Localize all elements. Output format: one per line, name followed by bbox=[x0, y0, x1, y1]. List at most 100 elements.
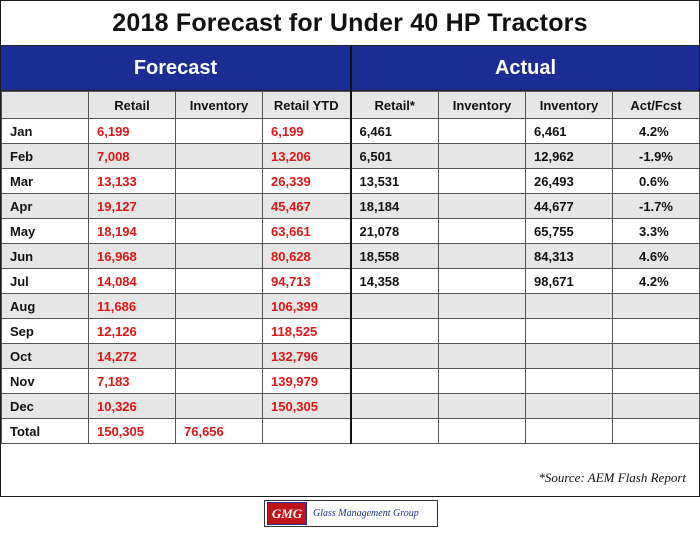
value-cell bbox=[438, 143, 526, 169]
value-cell bbox=[175, 268, 263, 294]
act-fcst-cell: -1.7% bbox=[612, 193, 700, 219]
value-cell: 6,461 bbox=[525, 118, 613, 144]
value-cell bbox=[438, 418, 526, 444]
month-cell: Jun bbox=[1, 243, 89, 269]
forecast-table: Retail Inventory Retail YTD Retail* Inventor… bbox=[1, 91, 700, 444]
value-cell: 26,339 bbox=[262, 168, 352, 194]
value-cell: 6,199 bbox=[88, 118, 176, 144]
act-fcst-cell bbox=[612, 293, 700, 319]
act-fcst-cell: 4.6% bbox=[612, 243, 700, 269]
value-cell bbox=[438, 343, 526, 369]
value-cell: 21,078 bbox=[350, 218, 439, 244]
value-cell bbox=[350, 293, 439, 319]
value-cell: 44,677 bbox=[525, 193, 613, 219]
act-fcst-cell bbox=[612, 318, 700, 344]
value-cell: 106,399 bbox=[262, 293, 352, 319]
value-cell: 6,501 bbox=[350, 143, 439, 169]
value-cell: 13,206 bbox=[262, 143, 352, 169]
value-cell: 19,127 bbox=[88, 193, 176, 219]
value-cell: 80,628 bbox=[262, 243, 352, 269]
value-cell bbox=[350, 318, 439, 344]
value-cell bbox=[438, 318, 526, 344]
table-row: Jun 16,968 80,628 18,558 84,313 4.6% bbox=[1, 243, 700, 269]
value-cell bbox=[525, 418, 613, 444]
value-cell: 16,968 bbox=[88, 243, 176, 269]
column-header-4: Retail* bbox=[350, 91, 439, 119]
month-cell: May bbox=[1, 218, 89, 244]
act-fcst-cell: 3.3% bbox=[612, 218, 700, 244]
month-cell: Sep bbox=[1, 318, 89, 344]
act-fcst-cell: 4.2% bbox=[612, 268, 700, 294]
value-cell bbox=[525, 318, 613, 344]
value-cell bbox=[175, 168, 263, 194]
value-cell bbox=[175, 218, 263, 244]
value-cell: 150,305 bbox=[88, 418, 176, 444]
value-cell bbox=[350, 418, 439, 444]
value-cell: 18,558 bbox=[350, 243, 439, 269]
column-header-0 bbox=[1, 91, 89, 119]
value-cell bbox=[438, 218, 526, 244]
value-cell: 12,126 bbox=[88, 318, 176, 344]
column-header-7: Act/Fcst bbox=[612, 91, 700, 119]
value-cell: 45,467 bbox=[262, 193, 352, 219]
value-cell: 18,184 bbox=[350, 193, 439, 219]
value-cell bbox=[438, 243, 526, 269]
report-frame: 2018 Forecast for Under 40 HP Tractors F… bbox=[0, 0, 700, 497]
value-cell bbox=[175, 343, 263, 369]
value-cell bbox=[438, 293, 526, 319]
column-header-6: Inventory bbox=[525, 91, 613, 119]
act-fcst-cell bbox=[612, 343, 700, 369]
value-cell: 12,962 bbox=[525, 143, 613, 169]
value-cell: 84,313 bbox=[525, 243, 613, 269]
table-row: Sep 12,126 118,525 bbox=[1, 318, 700, 344]
value-cell bbox=[438, 368, 526, 394]
act-fcst-cell: 0.6% bbox=[612, 168, 700, 194]
table-row: Jan 6,199 6,199 6,461 6,461 4.2% bbox=[1, 118, 700, 144]
month-cell: Jan bbox=[1, 118, 89, 144]
value-cell: 98,671 bbox=[525, 268, 613, 294]
section-band: Forecast Actual bbox=[1, 45, 699, 91]
month-cell: Feb bbox=[1, 143, 89, 169]
logo-mark: GMG bbox=[267, 502, 307, 525]
value-cell: 26,493 bbox=[525, 168, 613, 194]
value-cell: 94,713 bbox=[262, 268, 352, 294]
value-cell bbox=[350, 368, 439, 394]
value-cell bbox=[525, 343, 613, 369]
value-cell: 6,461 bbox=[350, 118, 439, 144]
act-fcst-cell bbox=[612, 393, 700, 419]
act-fcst-cell: 4.2% bbox=[612, 118, 700, 144]
company-logo: GMG Glass Management Group bbox=[264, 500, 438, 527]
month-cell: Apr bbox=[1, 193, 89, 219]
table-row: Apr 19,127 45,467 18,184 44,677 -1.7% bbox=[1, 193, 700, 219]
source-footnote: *Source: AEM Flash Report bbox=[538, 470, 686, 485]
page-title: 2018 Forecast for Under 40 HP Tractors bbox=[112, 9, 588, 37]
column-header-5: Inventory bbox=[438, 91, 526, 119]
value-cell bbox=[525, 368, 613, 394]
act-fcst-cell bbox=[612, 418, 700, 444]
value-cell: 14,358 bbox=[350, 268, 439, 294]
value-cell bbox=[175, 393, 263, 419]
table-row: Total 150,305 76,656 bbox=[1, 418, 700, 444]
value-cell bbox=[175, 318, 263, 344]
table-row: Jul 14,084 94,713 14,358 98,671 4.2% bbox=[1, 268, 700, 294]
month-cell: Aug bbox=[1, 293, 89, 319]
value-cell: 6,199 bbox=[262, 118, 352, 144]
actual-band-label: Actual bbox=[494, 57, 557, 79]
table-row: Nov 7,183 139,979 bbox=[1, 368, 700, 394]
table-row: May 18,194 63,661 21,078 65,755 3.3% bbox=[1, 218, 700, 244]
table-row: Feb 7,008 13,206 6,501 12,962 -1.9% bbox=[1, 143, 700, 169]
month-cell: Nov bbox=[1, 368, 89, 394]
value-cell: 63,661 bbox=[262, 218, 352, 244]
value-cell: 118,525 bbox=[262, 318, 352, 344]
value-cell: 10,326 bbox=[88, 393, 176, 419]
value-cell: 14,272 bbox=[88, 343, 176, 369]
value-cell bbox=[175, 118, 263, 144]
value-cell bbox=[438, 168, 526, 194]
table-row: Mar 13,133 26,339 13,531 26,493 0.6% bbox=[1, 168, 700, 194]
value-cell bbox=[438, 193, 526, 219]
table-row: Dec 10,326 150,305 bbox=[1, 393, 700, 419]
value-cell bbox=[175, 193, 263, 219]
table-row: Aug 11,686 106,399 bbox=[1, 293, 700, 319]
table-header-row: Retail Inventory Retail YTD Retail* Inventor… bbox=[1, 91, 700, 119]
act-fcst-cell: -1.9% bbox=[612, 143, 700, 169]
